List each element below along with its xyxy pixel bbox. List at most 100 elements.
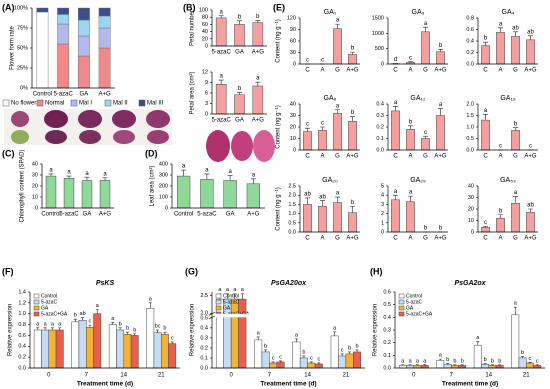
error-bar — [423, 26, 428, 32]
significance-letter: a — [439, 102, 443, 108]
error-bar — [50, 327, 54, 330]
bar — [230, 298, 239, 369]
error-bar — [309, 361, 313, 363]
error-bar — [513, 31, 518, 37]
significance-letter: a — [514, 301, 518, 307]
error-bar — [255, 20, 261, 23]
error-bar — [408, 364, 412, 366]
bar — [436, 360, 445, 369]
error-bar — [498, 214, 503, 219]
y-tick-label: 0.5 — [288, 220, 296, 226]
bar — [215, 84, 227, 115]
x-tick-label: 0 — [47, 373, 51, 379]
axis-line — [387, 186, 448, 233]
chart-title: GA₄ — [502, 9, 515, 16]
y-tick-label: 0.6 — [18, 333, 26, 339]
significance-letter: a — [226, 287, 230, 293]
bar-segment — [77, 35, 90, 57]
x-tick-label: A — [320, 236, 324, 242]
error-bar — [125, 331, 129, 335]
axis-line — [477, 104, 538, 151]
significance-letter: a — [394, 189, 398, 195]
y-tick-label: 500 — [375, 46, 384, 52]
x-tick-label: A — [498, 68, 502, 74]
y-axis-label: Petal area (cm²) — [190, 71, 196, 114]
x-axis-label: Treatment time (d) — [260, 381, 316, 388]
bar — [353, 351, 362, 369]
legend-label: Control — [406, 293, 422, 299]
y-tick-label: 100 — [199, 7, 208, 13]
bar — [458, 365, 467, 369]
y-tick-label: 30 — [32, 172, 38, 178]
bar-segment — [36, 11, 49, 89]
chart-title: GA₁₂ — [410, 95, 425, 102]
significance-letter: a — [416, 358, 420, 364]
legend-swatch — [398, 299, 405, 305]
legend-label: 5-azaC+GA — [41, 311, 68, 317]
y-tick-label: 300 — [159, 172, 168, 178]
bar-segment — [98, 47, 111, 89]
y-tick-label: 40 — [290, 101, 296, 107]
y-tick-label: 0.4 — [383, 315, 391, 321]
y-tick-label: 10 — [290, 136, 296, 142]
bar — [443, 363, 452, 369]
error-bar — [118, 327, 122, 330]
axis-line — [31, 8, 115, 89]
y-axis-label: Relative expression — [373, 304, 379, 356]
x-tick-label: A+G — [434, 236, 447, 242]
significance-letter: a — [514, 190, 518, 196]
legend-swatch — [138, 99, 146, 107]
y-tick-label: 0.6 — [383, 289, 391, 295]
x-tick-label: C — [393, 236, 398, 242]
y-tick-label: 0.4 — [376, 101, 384, 107]
bar-segment — [98, 15, 111, 29]
y-tick-label: 40 — [202, 29, 208, 35]
x-tick-label: A+G — [99, 212, 112, 218]
y-tick-label: 0.0 — [466, 147, 474, 153]
error-bar — [460, 364, 464, 366]
y-tick-label: 2.0 — [466, 101, 474, 107]
axis-break — [209, 313, 365, 318]
significance-letter: a — [233, 287, 237, 293]
chart-title: PsGA2ox — [454, 280, 486, 287]
bar-segment — [57, 7, 70, 15]
significance-letter: b — [74, 313, 77, 319]
x-tick-label: G — [513, 154, 518, 160]
panel-label: (H) — [370, 266, 383, 276]
x-tick-label: GA — [226, 212, 235, 218]
petal-photo — [253, 130, 275, 162]
y-tick-label: 0.0 — [466, 61, 474, 67]
y-tick-label: 20 — [202, 36, 208, 42]
y-tick-label: 20 — [290, 124, 296, 130]
significance-letter: a — [409, 358, 413, 364]
y-tick-label: 5 — [381, 183, 384, 189]
y-tick-label: 0.5 — [383, 302, 391, 308]
error-bar — [350, 116, 355, 122]
y-tick-label: 0.8 — [18, 322, 26, 328]
significance-letter: b — [351, 110, 355, 116]
bar — [496, 217, 505, 233]
x-tick-label: 5-azaC — [197, 212, 217, 218]
error-bar — [415, 364, 419, 366]
error-bar — [335, 196, 340, 203]
y-tick-label: 9 — [205, 80, 208, 86]
error-bar — [181, 169, 187, 177]
bar — [348, 121, 357, 151]
x-tick-label: 5-azaC — [211, 50, 231, 56]
x-tick-label: A — [498, 154, 502, 160]
x-tick-label: G — [335, 68, 340, 74]
bar — [123, 334, 132, 369]
significance-letter: ab — [304, 192, 311, 198]
error-bar — [528, 35, 533, 40]
bar — [307, 362, 316, 369]
panel-label: (G) — [185, 266, 198, 276]
bar — [238, 298, 247, 369]
error-bar — [170, 341, 174, 344]
bar — [86, 327, 94, 369]
bar — [71, 321, 80, 369]
x-tick-label: 21 — [158, 373, 165, 379]
bar — [261, 351, 270, 369]
legend-label: GA — [41, 305, 49, 311]
significance-letter: b — [409, 119, 413, 125]
bar — [314, 363, 323, 369]
